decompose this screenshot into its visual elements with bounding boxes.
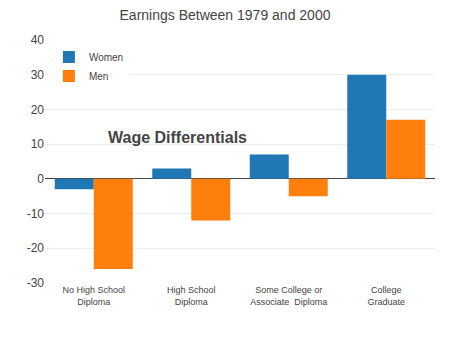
svg-text:No High SchoolDiploma: No High SchoolDiploma bbox=[62, 285, 125, 307]
svg-text:40: 40 bbox=[31, 33, 45, 47]
svg-text:Some College orAssociate Dipl: Some College orAssociate Diploma bbox=[250, 285, 327, 307]
svg-text:Earnings Between 1979 and 2000: Earnings Between 1979 and 2000 bbox=[120, 7, 331, 23]
svg-text:Wage Differentials: Wage Differentials bbox=[108, 129, 247, 146]
svg-text:-20: -20 bbox=[27, 241, 45, 255]
svg-text:-10: -10 bbox=[27, 207, 45, 221]
svg-text:Men: Men bbox=[89, 71, 108, 82]
svg-text:10: 10 bbox=[31, 137, 45, 151]
svg-text:High SchoolDiploma: High SchoolDiploma bbox=[167, 285, 216, 307]
svg-text:30: 30 bbox=[31, 68, 45, 82]
svg-text:Women: Women bbox=[89, 52, 123, 63]
svg-text:-30: -30 bbox=[27, 276, 45, 290]
svg-text:CollegeGraduate: CollegeGraduate bbox=[367, 285, 405, 307]
svg-text:20: 20 bbox=[31, 103, 45, 117]
svg-text:0: 0 bbox=[37, 172, 44, 186]
